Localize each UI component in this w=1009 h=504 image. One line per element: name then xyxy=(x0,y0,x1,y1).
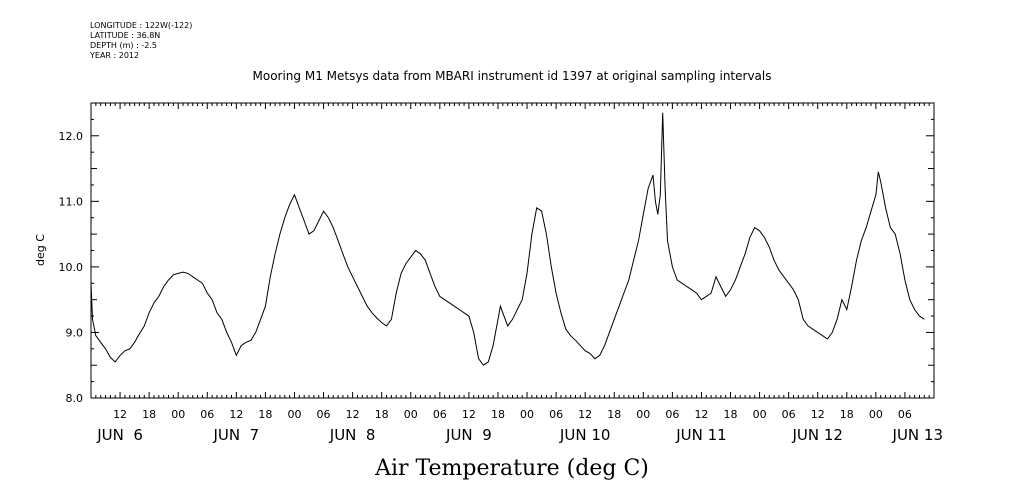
x-day-label: JUN 11 xyxy=(675,426,726,444)
x-tick-label: 00 xyxy=(171,408,185,421)
x-tick-label: 18 xyxy=(142,408,156,421)
x-tick-label: 00 xyxy=(753,408,767,421)
x-tick-label: 06 xyxy=(200,408,214,421)
x-tick-label: 18 xyxy=(491,408,505,421)
header-latitude: LATITUDE : 36.8N xyxy=(90,31,160,40)
y-tick-label: 8.0 xyxy=(66,392,84,405)
x-tick-label: 06 xyxy=(549,408,563,421)
x-tick-label: 12 xyxy=(462,408,476,421)
x-day-label: JUN 12 xyxy=(791,426,842,444)
x-day-label: JUN 8 xyxy=(329,426,376,444)
y-axis-label: deg C xyxy=(34,234,47,266)
x-tick-label: 06 xyxy=(433,408,447,421)
x-day-label: JUN 9 xyxy=(445,426,492,444)
plot-frame xyxy=(90,102,935,399)
x-tick-label: 06 xyxy=(898,408,912,421)
x-tick-label: 12 xyxy=(113,408,127,421)
x-day-label: JUN 13 xyxy=(892,426,943,444)
axis-ticks xyxy=(90,102,935,399)
x-tick-label: 00 xyxy=(869,408,883,421)
x-tick-label: 18 xyxy=(607,408,621,421)
x-tick-label: 12 xyxy=(694,408,708,421)
header-depth: DEPTH (m) : -2.5 xyxy=(90,41,157,50)
x-tick-label: 00 xyxy=(287,408,301,421)
header-year: YEAR : 2012 xyxy=(89,51,139,60)
x-day-label: JUN 7 xyxy=(212,426,259,444)
y-tick-labels: 8.0 9.0 10.0 11.0 12.0 xyxy=(59,130,84,405)
x-day-labels: JUN 6 JUN 7 JUN 8 JUN 9 JUN 10 JUN 11 JUN 12 JU… xyxy=(96,426,943,444)
x-tick-label: 18 xyxy=(840,408,854,421)
x-day-label: JUN 6 xyxy=(96,426,143,444)
x-tick-label: 12 xyxy=(229,408,243,421)
x-tick-label: 00 xyxy=(636,408,650,421)
x-axis-label: Air Temperature (deg C) xyxy=(374,456,649,481)
y-tick-label: 12.0 xyxy=(59,130,84,143)
y-tick-label: 9.0 xyxy=(66,326,84,339)
x-tick-label: 00 xyxy=(404,408,418,421)
x-tick-label: 18 xyxy=(724,408,738,421)
x-tick-label: 18 xyxy=(258,408,272,421)
x-tick-label: 12 xyxy=(346,408,360,421)
y-tick-label: 10.0 xyxy=(59,261,84,274)
x-tick-label: 06 xyxy=(665,408,679,421)
y-tick-label: 11.0 xyxy=(59,195,84,208)
x-tick-labels: 12 18 00 06 12 18 00 06 12 18 00 06 12 18 00 06 12 18 00 06… xyxy=(113,408,912,421)
header-longitude: LONGITUDE : 122W(-122) xyxy=(90,21,192,30)
chart-title: Mooring M1 Metsys data from MBARI instru… xyxy=(253,69,772,83)
x-tick-label: 00 xyxy=(520,408,534,421)
x-tick-label: 06 xyxy=(317,408,331,421)
x-tick-label: 06 xyxy=(782,408,796,421)
x-tick-label: 18 xyxy=(375,408,389,421)
x-day-label: JUN 10 xyxy=(559,426,610,444)
series-line xyxy=(90,112,925,366)
x-tick-label: 12 xyxy=(578,408,592,421)
x-tick-label: 12 xyxy=(811,408,825,421)
